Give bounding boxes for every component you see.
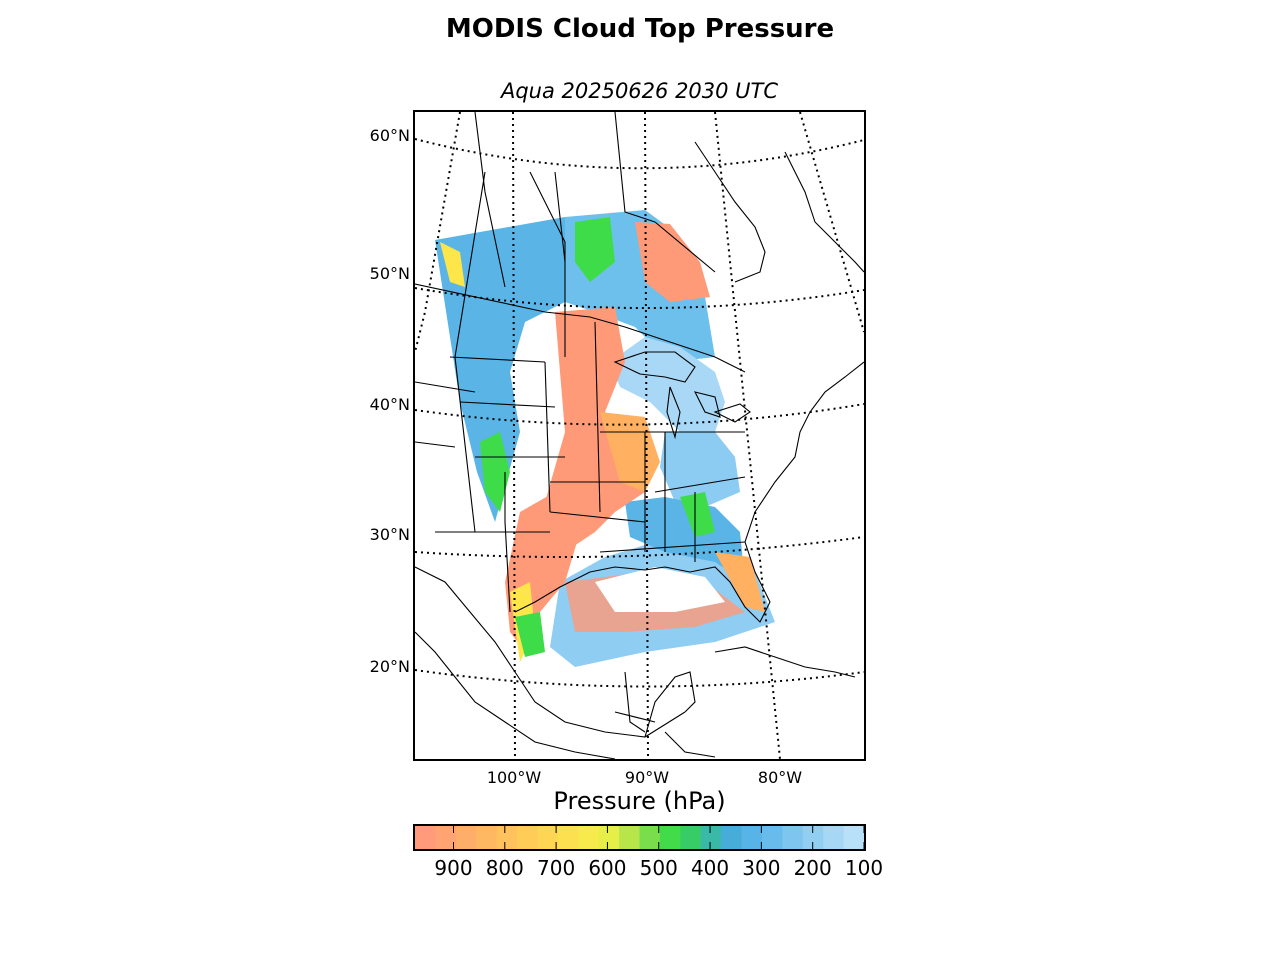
colorbar-segment	[843, 826, 864, 849]
parallel-60N	[415, 138, 864, 170]
mexico-pacific-coast	[415, 631, 616, 759]
colorbar-segment	[557, 826, 579, 849]
colorbar-segment	[700, 826, 722, 849]
colorbar-segment	[639, 826, 661, 849]
graticule	[415, 112, 864, 759]
cloud-low-plains	[545, 307, 645, 552]
cloud-green-southeast	[680, 492, 715, 537]
colorbar-segment	[476, 826, 498, 849]
colorbar-tick-label: 900	[434, 856, 473, 880]
map-panel	[413, 110, 866, 761]
colorbar-tick-label: 400	[690, 856, 730, 880]
colorbar-tick-label: 800	[485, 856, 524, 880]
cloud-high-great-lakes	[610, 337, 725, 432]
figure-subtitle: Aqua 20250626 2030 UTC	[500, 79, 779, 103]
colorbar-segment	[721, 826, 743, 849]
colorbar-segment	[598, 826, 620, 849]
colorbar-segment	[517, 826, 539, 849]
colorbar-tick-label: 500	[639, 856, 678, 880]
great-lakes-outline	[613, 351, 751, 440]
yucatan	[644, 671, 696, 738]
state-lines-1	[449, 321, 746, 562]
lat-label-30: 30°N	[369, 525, 410, 544]
lon-label-100w: 100°W	[486, 768, 542, 787]
colorbar-tick-label: 100	[844, 856, 884, 880]
lat-label-20: 20°N	[369, 657, 410, 676]
lat-label-50: 50°N	[369, 264, 410, 283]
colorbar-segment	[823, 826, 845, 849]
cloud-high-southeast	[625, 497, 745, 582]
hudson-bay	[694, 141, 766, 283]
colorbar-tick-label: 200	[793, 856, 832, 880]
central-america	[614, 671, 716, 758]
colorbar-segment	[741, 826, 763, 849]
colorbar-segment	[537, 826, 559, 849]
figure-title: MODIS Cloud Top Pressure	[445, 14, 835, 44]
colorbar-gradient	[415, 826, 864, 849]
meridian-70W	[799, 112, 864, 333]
cloud-field	[433, 210, 775, 667]
map-canvas	[415, 112, 864, 759]
parallel-40N	[415, 403, 864, 426]
colorbar-segment	[782, 826, 804, 849]
colorbar-tick-label: 600	[588, 856, 627, 880]
cloud-clear-gulf	[595, 567, 725, 612]
coastlines	[415, 112, 864, 759]
atlantic-coast	[744, 361, 864, 543]
colorbar-segment	[659, 826, 681, 849]
colorbar-segment	[496, 826, 518, 849]
colorbar	[413, 824, 866, 851]
colorbar-segment	[761, 826, 783, 849]
colorbar-tick-label: 300	[742, 856, 781, 880]
lat-label-40: 40°N	[369, 395, 410, 414]
meridian-110W	[415, 112, 461, 353]
us-canada-border	[415, 283, 746, 373]
colorbar-label: Pressure (hPa)	[553, 787, 726, 815]
colorbar-segment	[619, 826, 641, 849]
colorbar-segment	[435, 826, 457, 849]
colorbar-segment	[415, 826, 437, 849]
cloud-mid-west	[440, 242, 465, 287]
mexico-coast	[415, 566, 686, 738]
meridian-80W	[714, 112, 781, 759]
cloud-mid-florida	[715, 552, 765, 612]
gulf-coast	[514, 541, 771, 623]
colorbar-segment	[455, 826, 477, 849]
cloud-green-mexico	[515, 612, 545, 657]
parallel-20N	[415, 669, 864, 688]
canada-provinces	[474, 112, 716, 288]
state-lines-2	[415, 171, 566, 613]
lon-label-80w: 80°W	[757, 768, 803, 787]
cloud-green-north	[575, 217, 615, 282]
lat-label-60: 60°N	[369, 126, 410, 145]
parallel-30N	[415, 536, 864, 558]
colorbar-segment	[578, 826, 600, 849]
cloud-low-ontario	[635, 222, 710, 302]
cuba	[714, 646, 856, 678]
colorbar-tick-label: 700	[537, 856, 576, 880]
cloud-high-nw	[435, 217, 565, 522]
cloud-green-west	[480, 432, 510, 512]
colorbar-segment	[680, 826, 702, 849]
colorbar-segment	[802, 826, 824, 849]
labrador-coast	[784, 151, 864, 273]
lon-label-90w: 90°W	[624, 768, 670, 787]
